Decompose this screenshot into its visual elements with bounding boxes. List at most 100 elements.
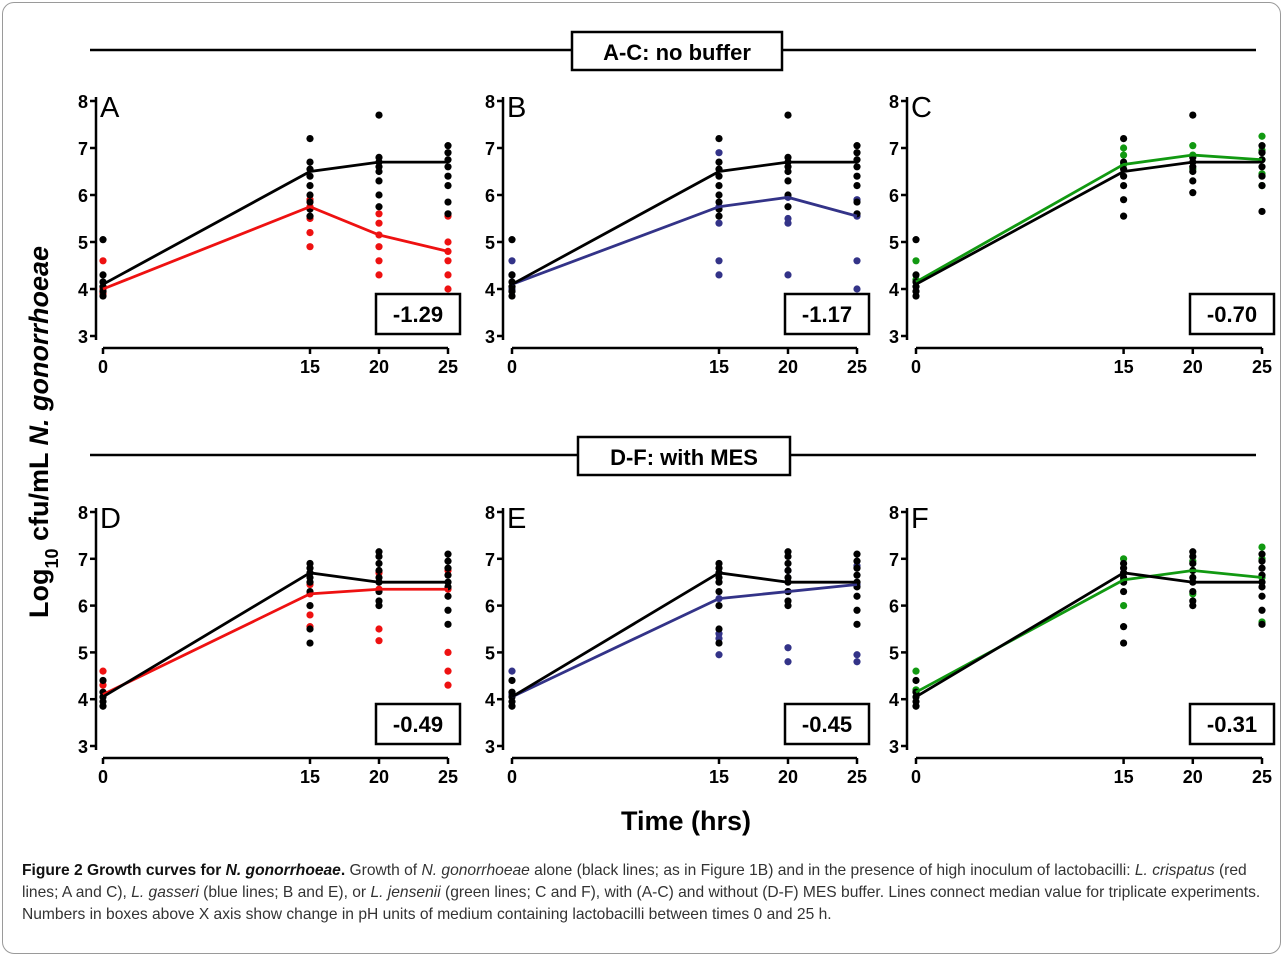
data-point <box>99 676 107 685</box>
y-axis-label: Log10 cfu/mL N. gonorrhoeae <box>24 246 62 618</box>
y-tick-label: 4 <box>78 690 88 710</box>
data-point <box>715 149 723 157</box>
data-point <box>1120 587 1128 596</box>
series-control <box>508 548 861 710</box>
data-point <box>444 285 452 293</box>
data-point <box>444 606 452 614</box>
data-point <box>715 587 723 596</box>
x-tick-label: 25 <box>847 767 867 787</box>
y-tick-label: 8 <box>889 92 899 112</box>
data-point <box>912 236 920 244</box>
data-point <box>1258 557 1266 565</box>
data-point <box>1189 573 1197 582</box>
y-tick-label: 5 <box>889 643 899 663</box>
data-point <box>444 149 452 157</box>
data-point <box>1189 587 1197 596</box>
y-tick-label: 8 <box>485 503 495 523</box>
data-point <box>853 182 861 190</box>
data-point <box>784 203 792 211</box>
data-point <box>444 648 452 657</box>
data-point <box>1258 620 1266 628</box>
data-point <box>306 611 314 619</box>
data-point <box>715 212 723 220</box>
data-point <box>784 153 792 161</box>
x-tick-label: 25 <box>847 357 867 377</box>
data-point <box>99 667 107 675</box>
y-tick-label: 4 <box>889 690 899 710</box>
y-tick-label: 4 <box>889 280 899 300</box>
x-tick-label: 25 <box>1252 357 1272 377</box>
data-point <box>715 602 723 610</box>
median-line-control <box>102 571 448 699</box>
data-point <box>853 620 861 628</box>
y-tick-label: 8 <box>78 92 88 112</box>
data-point <box>306 243 314 251</box>
y-tick-label: 3 <box>78 327 88 347</box>
data-point <box>444 571 452 579</box>
y-tick-label: 6 <box>485 186 495 206</box>
data-point <box>715 625 723 633</box>
panel-f: 3 4 5 6 7 8 0 15 20 25 F -0.31 <box>889 503 1276 787</box>
y-tick-label: 6 <box>889 186 899 206</box>
x-tick-label: 15 <box>300 767 320 787</box>
panel-d: 3 4 5 6 7 8 0 15 20 25 D -0.49 <box>78 503 462 787</box>
data-point <box>912 667 920 675</box>
data-point <box>1258 142 1266 150</box>
data-point <box>444 198 452 206</box>
data-point <box>784 214 792 223</box>
data-point <box>306 602 314 610</box>
y-tick-label: 6 <box>485 597 495 617</box>
y-tick-label: 7 <box>78 139 88 159</box>
x-tick-label: 15 <box>300 357 320 377</box>
data-point <box>784 644 792 652</box>
data-point <box>784 271 792 279</box>
data-point <box>853 285 861 293</box>
y-tick-label: 6 <box>889 597 899 617</box>
data-point <box>1258 564 1266 572</box>
data-point <box>444 592 452 600</box>
x-tick-label: 0 <box>98 767 108 787</box>
data-point <box>715 651 723 659</box>
data-point <box>306 559 314 568</box>
x-tick-label: 0 <box>507 767 517 787</box>
data-point <box>853 651 861 659</box>
data-point <box>1189 142 1197 150</box>
section-label-no-buffer: A-C: no buffer <box>603 40 751 65</box>
data-point <box>99 236 107 244</box>
x-tick-label: 0 <box>507 357 517 377</box>
series-control <box>99 548 452 710</box>
data-point <box>853 163 861 171</box>
data-point <box>306 639 314 647</box>
data-point <box>444 163 452 171</box>
x-tick-label: 0 <box>98 357 108 377</box>
data-point <box>306 158 314 166</box>
data-point <box>306 135 314 143</box>
data-point <box>444 557 452 565</box>
x-tick-label: 0 <box>911 767 921 787</box>
data-point <box>784 548 792 556</box>
data-point <box>1120 144 1128 152</box>
data-point <box>444 210 452 218</box>
data-point <box>444 182 452 190</box>
y-tick-label: 8 <box>78 503 88 523</box>
y-tick-label: 4 <box>485 690 495 710</box>
y-tick-label: 3 <box>485 327 495 347</box>
ph-change-box <box>783 292 871 336</box>
data-point <box>853 557 861 565</box>
data-point <box>444 681 452 689</box>
panels-group: 3 4 5 6 7 8 0 15 20 25 A -1.29 3 4 5 6 7 8 0 15 20 25 B -1.17 3 4… <box>78 92 1276 787</box>
ph-change-box <box>1188 292 1276 336</box>
panel-letter: B <box>507 92 526 124</box>
data-point <box>306 625 314 633</box>
y-tick-label: 7 <box>889 550 899 570</box>
data-point <box>306 182 314 190</box>
data-point <box>784 177 792 185</box>
data-point <box>306 172 314 180</box>
series-control <box>508 111 861 300</box>
series-control <box>912 111 1266 300</box>
median-line-control <box>511 160 857 286</box>
y-tick-label: 3 <box>889 737 899 757</box>
section-header-with-mes: D-F: with MES <box>90 435 1256 477</box>
median-line-control <box>511 571 857 699</box>
data-point <box>375 203 383 211</box>
